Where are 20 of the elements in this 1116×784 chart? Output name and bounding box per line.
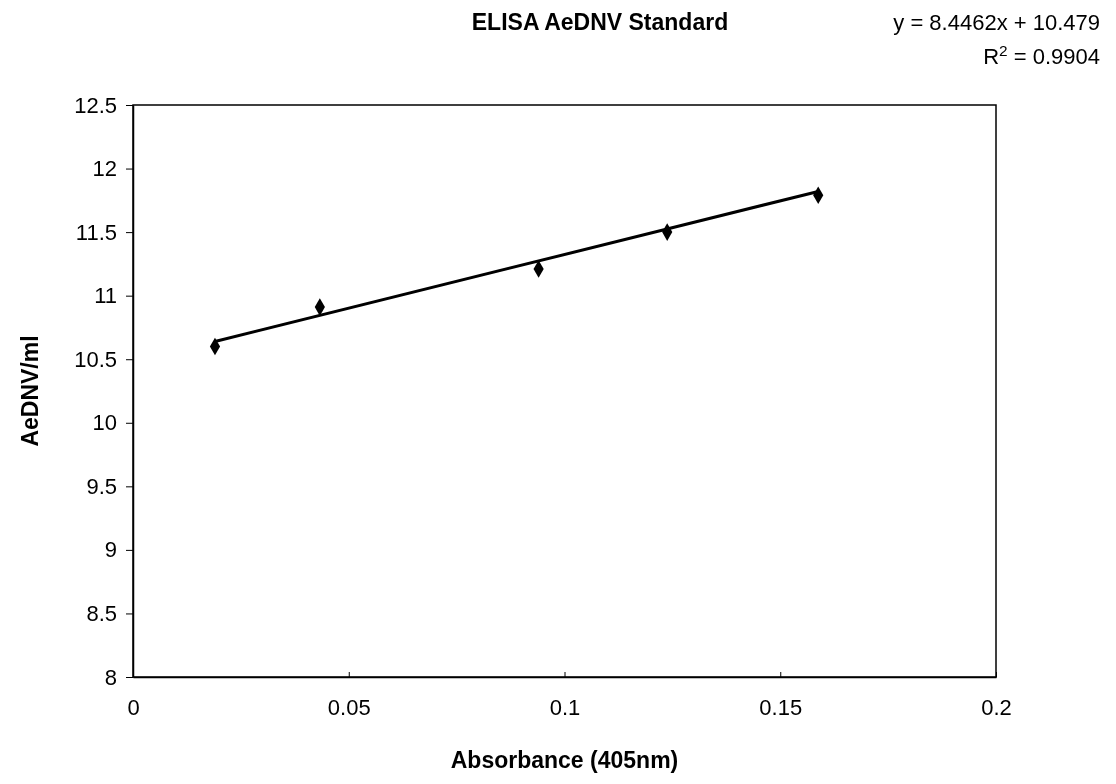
y-tick-label: 12 (92, 156, 117, 182)
x-tick-label: 0.05 (327, 695, 371, 721)
x-tick-label: 0.1 (549, 695, 581, 721)
text: R$^{2}$ = 0.9904 (983, 41, 1100, 69)
y-tick-label: 10 (92, 410, 117, 436)
y-tick-label: 11 (94, 283, 117, 309)
y-tick-label: 12.5 (74, 92, 117, 118)
y-tick-label: 9 (104, 537, 117, 563)
chart-title: ELISA AeDNV Standard (471, 9, 729, 35)
y-tick-label: 8.5 (86, 600, 117, 626)
y-tick-label: 11.5 (75, 219, 117, 245)
x-axis-title: Absorbance (405nm) (450, 747, 679, 773)
y-tick-label: 8 (104, 664, 117, 690)
x-tick-label: 0 (127, 695, 140, 721)
text: y = 8.4462x + 10.479 (893, 10, 1100, 35)
y-axis-title: AeDNV/ml (17, 335, 43, 447)
x-tick-label: 0.2 (981, 695, 1012, 721)
y-tick-label: 9.5 (86, 473, 117, 499)
y-tick-label: 10.5 (74, 346, 117, 372)
x-tick-label: 0.15 (759, 695, 803, 721)
